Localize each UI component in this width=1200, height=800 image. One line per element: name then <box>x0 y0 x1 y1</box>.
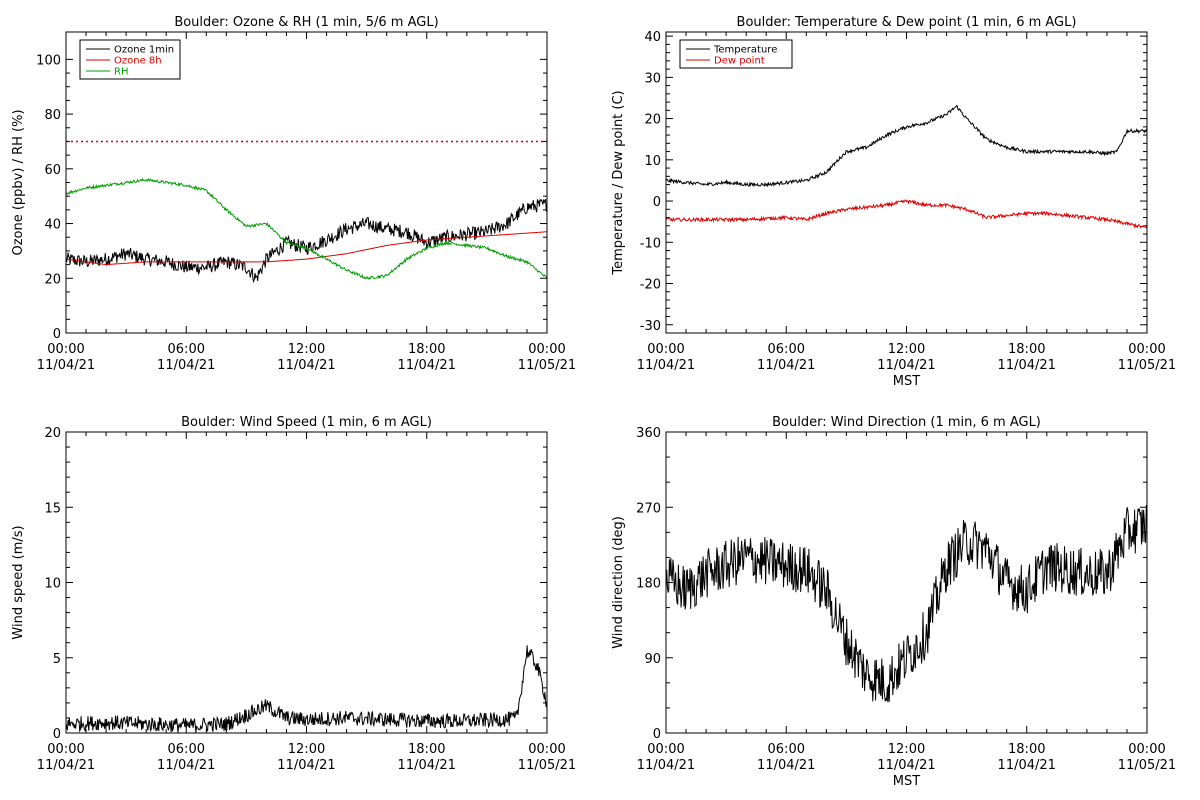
y-tick-label: -10 <box>640 236 661 251</box>
y-tick-label: 180 <box>636 577 661 592</box>
y-tick-label: -20 <box>640 278 661 293</box>
chart-title: Boulder: Temperature & Dew point (1 min,… <box>737 15 1077 30</box>
y-tick-label: 5 <box>53 652 61 667</box>
legend-label: Dew point <box>714 56 765 67</box>
rh-series-line <box>65 177 548 281</box>
x-tick-label-time: 00:00 <box>647 342 684 357</box>
chart-title: Boulder: Wind Direction (1 min, 6 m AGL) <box>772 415 1041 430</box>
x-tick-label-time: 18:00 <box>408 742 445 757</box>
x-tick-label-time: 06:00 <box>768 342 805 357</box>
y-axis-label: Ozone (ppbv) / RH (%) <box>11 109 26 255</box>
y-tick-label: 40 <box>44 218 61 233</box>
y-tick-label: 10 <box>44 577 61 592</box>
y-tick-label: 0 <box>653 195 661 210</box>
x-tick-label-date: 11/05/21 <box>1118 758 1176 773</box>
plot-frame <box>665 431 1148 734</box>
x-tick-label-time: 00:00 <box>647 742 684 757</box>
y-axis-label: Temperature / Dew point (C) <box>611 90 626 275</box>
x-tick-label-date: 11/04/21 <box>398 758 456 773</box>
x-tick-label-date: 11/04/21 <box>157 758 215 773</box>
legend-label: Ozone 8h <box>114 56 162 67</box>
y-tick-label: 270 <box>636 501 661 516</box>
x-axis-label: MST <box>893 774 920 789</box>
y-axis-label: Wind speed (m/s) <box>11 525 26 639</box>
x-tick-label-date: 11/04/21 <box>877 358 935 373</box>
chart-title: Boulder: Ozone & RH (1 min, 5/6 m AGL) <box>174 15 438 30</box>
x-tick-label-date: 11/05/21 <box>1118 358 1176 373</box>
x-tick-label-time: 12:00 <box>288 342 325 357</box>
temperature-series-line <box>665 104 1148 188</box>
x-tick-label-time: 06:00 <box>768 742 805 757</box>
x-tick-label-date: 11/04/21 <box>998 358 1056 373</box>
y-tick-label: 20 <box>44 426 61 441</box>
x-tick-label-time: 18:00 <box>1008 742 1045 757</box>
x-tick-label-time: 00:00 <box>47 342 84 357</box>
ozone-1min-series-line <box>65 198 547 284</box>
x-tick-label-time: 00:00 <box>1128 342 1165 357</box>
y-tick-label: 30 <box>644 71 661 86</box>
x-tick-label-date: 11/04/21 <box>757 758 815 773</box>
x-tick-label-time: 06:00 <box>168 742 205 757</box>
x-tick-label-time: 00:00 <box>47 742 84 757</box>
y-tick-label: 20 <box>44 272 61 287</box>
x-tick-label-date: 11/04/21 <box>37 758 95 773</box>
chart-panel-3: Boulder: Wind Speed (1 min, 6 m AGL) Wind… <box>11 415 576 773</box>
x-tick-label-time: 18:00 <box>1008 342 1045 357</box>
x-tick-label-time: 00:00 <box>528 742 565 757</box>
y-tick-label: -30 <box>640 319 661 334</box>
chart-panel-2: Boulder: Temperature & Dew point (1 min,… <box>611 15 1176 389</box>
x-tick-label-date: 11/04/21 <box>637 758 695 773</box>
chart-panel-4: Boulder: Wind Direction (1 min, 6 m AGL)… <box>611 415 1176 789</box>
x-tick-label-time: 12:00 <box>888 342 925 357</box>
x-tick-label-time: 06:00 <box>168 342 205 357</box>
y-tick-label: 0 <box>653 727 661 742</box>
x-tick-label-time: 12:00 <box>288 742 325 757</box>
y-tick-label: 360 <box>636 426 661 441</box>
y-tick-label: 80 <box>44 108 61 123</box>
legend-label: Temperature <box>713 45 777 56</box>
ozone-8h-series-line <box>65 231 547 266</box>
chart-panel-1: Boulder: Ozone & RH (1 min, 5/6 m AGL) Oz… <box>11 15 576 373</box>
x-tick-label-date: 11/04/21 <box>757 358 815 373</box>
x-tick-label-time: 12:00 <box>888 742 925 757</box>
x-tick-label-time: 18:00 <box>408 342 445 357</box>
x-tick-label-date: 11/04/21 <box>998 758 1056 773</box>
y-tick-label: 20 <box>644 113 661 128</box>
dew-point-series-line <box>665 199 1147 229</box>
y-tick-label: 15 <box>44 501 61 516</box>
x-tick-label-date: 11/04/21 <box>157 358 215 373</box>
y-tick-label: 100 <box>36 53 61 68</box>
data-series-line <box>65 645 548 733</box>
y-axis-label: Wind direction (deg) <box>611 516 626 649</box>
x-tick-label-date: 11/04/21 <box>37 358 95 373</box>
chart-title: Boulder: Wind Speed (1 min, 6 m AGL) <box>181 415 432 430</box>
y-tick-label: 40 <box>644 30 661 45</box>
legend-label: RH <box>114 67 128 78</box>
plot-frame <box>665 31 1148 334</box>
y-tick-label: 10 <box>644 154 661 169</box>
legend-box <box>679 39 793 69</box>
x-tick-label-date: 11/05/21 <box>518 358 576 373</box>
plot-frame <box>65 431 548 734</box>
legend-label: Ozone 1min <box>114 45 174 56</box>
y-tick-label: 60 <box>44 163 61 178</box>
x-tick-label-date: 11/04/21 <box>637 358 695 373</box>
x-tick-label-date: 11/04/21 <box>398 358 456 373</box>
x-axis-label: MST <box>893 374 920 389</box>
y-tick-label: 0 <box>53 727 61 742</box>
plot-frame <box>65 31 548 334</box>
y-tick-label: 90 <box>644 652 661 667</box>
y-tick-label: 0 <box>53 327 61 342</box>
x-tick-label-date: 11/04/21 <box>277 358 335 373</box>
x-tick-label-date: 11/04/21 <box>877 758 935 773</box>
x-tick-label-date: 11/05/21 <box>518 758 576 773</box>
x-tick-label-time: 00:00 <box>1128 742 1165 757</box>
data-series-line <box>665 504 1148 703</box>
x-tick-label-date: 11/04/21 <box>277 758 335 773</box>
x-tick-label-time: 00:00 <box>528 342 565 357</box>
